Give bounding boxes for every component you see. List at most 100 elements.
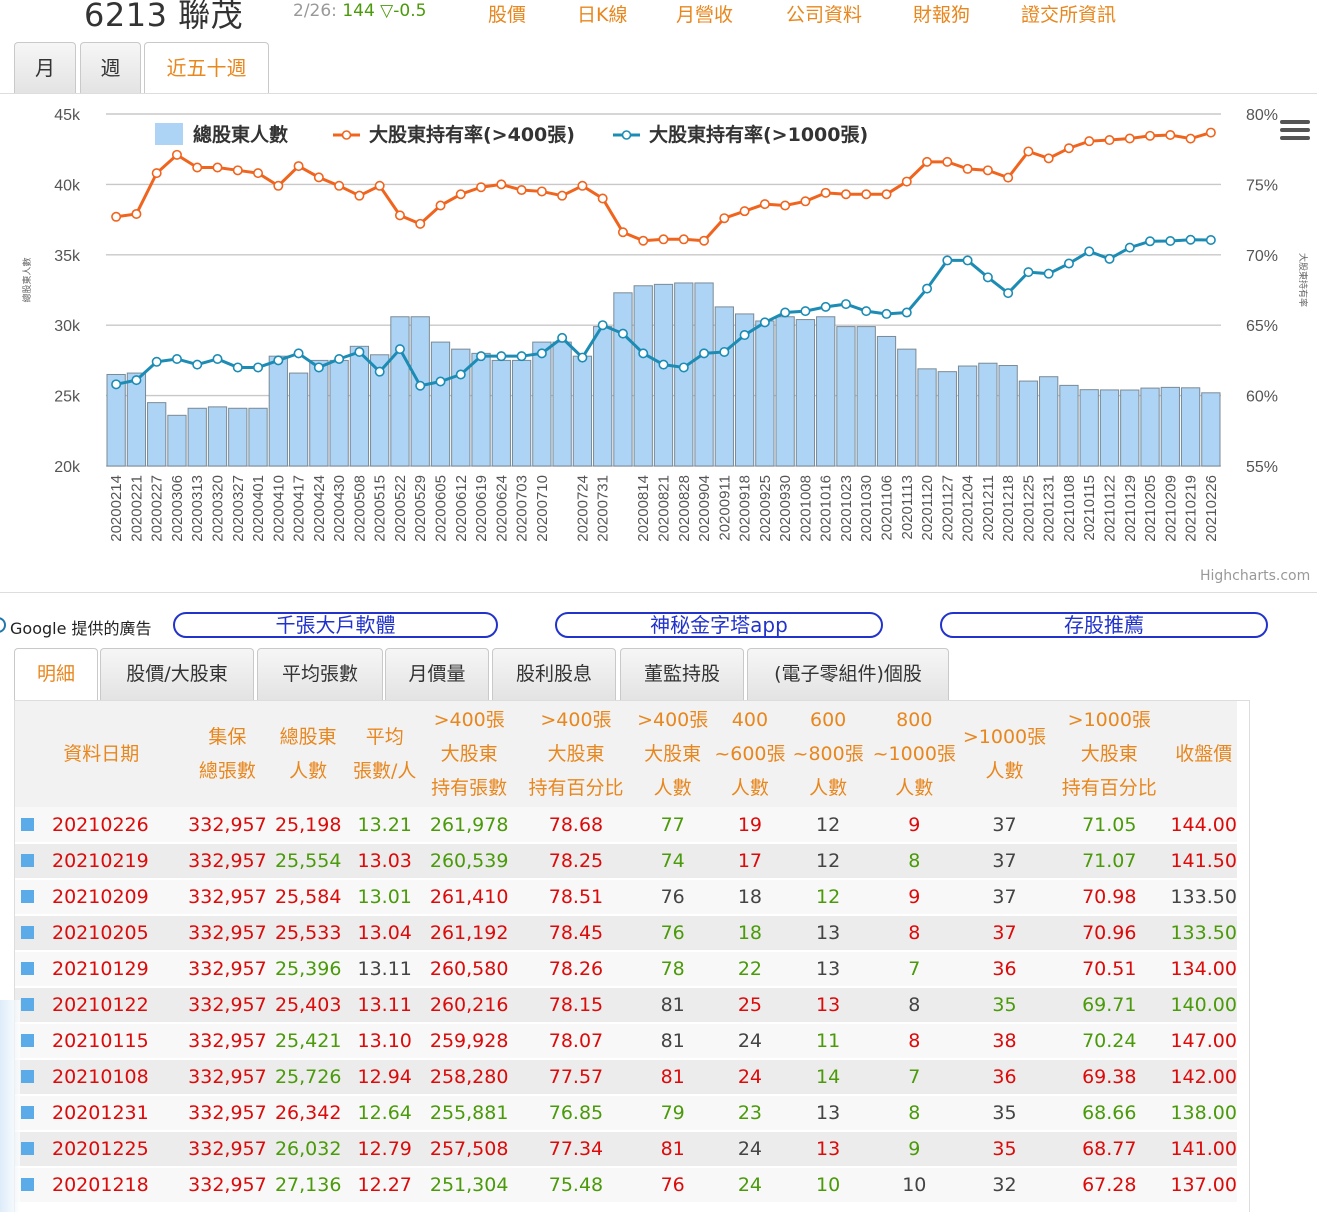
series-gt400-point: [901, 176, 912, 187]
ad-link-2[interactable]: 神秘金字塔app: [555, 612, 883, 638]
col-header-line: 人數: [730, 777, 769, 799]
table-cell: 78.51: [517, 879, 635, 916]
series-gt1000-point: [131, 375, 142, 386]
table-row[interactable]: 20210205 332,957 25,533 13.04 261,192 78.45 76…: [15, 915, 1237, 952]
bar-shareholders: [876, 335, 897, 467]
table-cell: 13.01: [348, 879, 421, 916]
y-right-tick: 80%: [1246, 107, 1278, 124]
nav-monthly-revenue[interactable]: 月營收: [676, 4, 734, 26]
x-tick-label: 20210226: [1203, 475, 1220, 542]
table-cell: 37: [960, 807, 1049, 844]
quote-date: 2/26:: [293, 1, 337, 21]
table-cell: 81: [634, 987, 712, 1024]
col-header-line: >1000張: [1067, 709, 1151, 731]
table-row[interactable]: 20201218 332,957 27,136 12.27 251,304 75.48 76…: [15, 1167, 1237, 1204]
table-cell: 8: [867, 1023, 961, 1060]
x-tick-label: 20200522: [392, 475, 409, 542]
col-header-0: 資料日期: [15, 701, 188, 807]
table-row[interactable]: 20210226 332,957 25,198 13.21 261,978 78.68 77…: [15, 807, 1237, 844]
series-gt400-point: [1185, 133, 1196, 144]
table-row[interactable]: 20210129 332,957 25,396 13.11 260,580 78.26 78…: [15, 951, 1237, 988]
tab-avg-lots[interactable]: 平均張數: [257, 648, 383, 700]
col-header-line: 人數: [289, 760, 328, 782]
tab-monthly-vol[interactable]: 月價量: [385, 648, 489, 700]
nav-company-info[interactable]: 公司資料: [786, 4, 863, 26]
series-gt400-point: [435, 200, 446, 211]
series-gt1000-point: [780, 307, 791, 318]
table-cell: 69.71: [1048, 987, 1171, 1024]
table-cell: 147.00: [1170, 1023, 1237, 1060]
x-tick-label: 20201113: [899, 475, 916, 540]
series-gt1000-point: [638, 348, 649, 359]
table-cell: 81: [634, 1023, 712, 1060]
ad-link-3[interactable]: 存股推薦: [940, 612, 1268, 638]
table-cell: 20210209: [15, 879, 188, 916]
table-cell: 25,726: [267, 1059, 349, 1096]
bar-shareholders: [1201, 392, 1221, 467]
tab-sector-stocks[interactable]: (電子零組件)個股: [747, 648, 949, 700]
nav-twse-info[interactable]: 證交所資訊: [1021, 4, 1117, 26]
series-gt1000-point: [455, 369, 466, 380]
series-gt400-point: [1205, 127, 1216, 138]
shareholder-chart: 45k 80% 40k 75% 35k 70% 30k 65% 25k 60% 20k 55% 總股東人…: [21, 107, 1309, 542]
series-gt400-point: [962, 163, 973, 174]
series-gt1000-point: [496, 351, 507, 362]
table-cell: 138.00: [1170, 1095, 1237, 1132]
ad-info-icon[interactable]: [0, 617, 6, 633]
table-row[interactable]: 20210122 332,957 25,403 13.11 260,216 78.15 81…: [15, 987, 1237, 1024]
x-tick-label: 20201106: [879, 475, 896, 541]
table-cell: 11: [788, 1023, 868, 1060]
tab-directors[interactable]: 董監持股: [620, 648, 744, 700]
col-header-line: ~600張: [714, 743, 786, 765]
bar-shareholders: [1180, 387, 1201, 467]
table-cell: 260,580: [420, 951, 518, 988]
table-cell: 24: [711, 1131, 789, 1168]
tab-month[interactable]: 月: [14, 42, 76, 94]
col-header-line: 集保: [208, 726, 247, 748]
col-header-line: 人數: [895, 777, 934, 799]
x-tick-label: 20200306: [169, 475, 186, 542]
stock-title: 6213 聯茂: [84, 0, 244, 34]
table-cell: 35: [960, 1131, 1049, 1168]
nav-price[interactable]: 股價: [488, 4, 527, 26]
table-row[interactable]: 20210115 332,957 25,421 13.10 259,928 78.07 81…: [15, 1023, 1237, 1060]
x-tick-label: 20210122: [1102, 475, 1119, 542]
x-tick-label: 20210209: [1162, 475, 1179, 542]
table-row[interactable]: 20201231 332,957 26,342 12.64 255,881 76.85 79…: [15, 1095, 1237, 1132]
table-cell: 76: [634, 915, 712, 952]
tab-week[interactable]: 週: [80, 42, 141, 94]
table-cell: 9: [867, 807, 961, 844]
tab-detail[interactable]: 明細: [14, 648, 98, 700]
series-gt1000-point: [759, 317, 770, 328]
table-row[interactable]: 20210209 332,957 25,584 13.01 261,410 78.51 76…: [15, 879, 1237, 916]
table-row[interactable]: 20201225 332,957 26,032 12.79 257,508 77.34 81…: [15, 1131, 1237, 1168]
table-cell: 332,957: [187, 843, 268, 880]
table-cell: 20201231: [15, 1095, 188, 1132]
detail-table: 資料日期 集保 總張數 總股東 人數 平均 張數/人 >400張 大股東 持有張數 >400張 大股東…: [15, 701, 1237, 1204]
tab-dividend[interactable]: 股利股息: [492, 648, 616, 700]
nav-kline[interactable]: 日K線: [577, 4, 628, 26]
chart-menu-icon[interactable]: [1280, 120, 1310, 142]
ad-link-1[interactable]: 千張大戶軟體: [173, 612, 498, 638]
y-right-tick: 65%: [1246, 318, 1278, 335]
legend-label: 大股東持有率(>1000張): [649, 123, 868, 146]
series-gt1000-point: [476, 351, 487, 362]
tab-price-major[interactable]: 股價/大股東: [100, 648, 254, 700]
table-row[interactable]: 20210219 332,957 25,554 13.03 260,539 78.25 74…: [15, 843, 1237, 880]
table-cell: 75.48: [517, 1167, 635, 1204]
table-cell: 78.25: [517, 843, 635, 880]
series-gt1000-point: [739, 330, 750, 341]
row-date: 20210209: [52, 886, 149, 908]
row-marker-icon: [21, 1106, 34, 1119]
highcharts-credit[interactable]: Highcharts.com: [1200, 568, 1311, 584]
nav-statementdog[interactable]: 財報狗: [913, 4, 971, 26]
table-cell: 25: [711, 987, 789, 1024]
table-cell: 70.96: [1048, 915, 1171, 952]
x-tick-label: 20200529: [412, 475, 429, 542]
tab-50-weeks[interactable]: 近五十週: [144, 42, 269, 94]
table-cell: 8: [867, 987, 961, 1024]
x-tick-label: 20200424: [311, 475, 328, 542]
col-header-line: 收盤價: [1175, 743, 1233, 765]
row-marker-icon: [21, 962, 34, 975]
table-row[interactable]: 20210108 332,957 25,726 12.94 258,280 77.57 81…: [15, 1059, 1237, 1096]
